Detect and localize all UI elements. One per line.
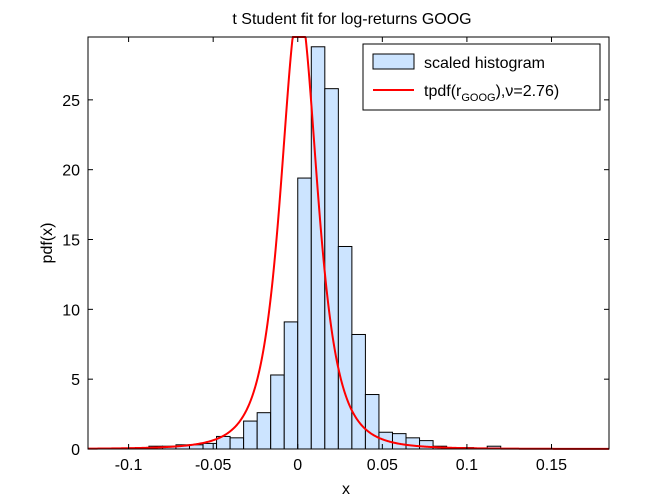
legend-histogram-label: scaled histogram — [424, 55, 545, 72]
y-tick-label: 20 — [62, 163, 80, 180]
histogram-bar — [324, 88, 339, 450]
x-tick-label: -0.1 — [115, 457, 143, 474]
x-tick-label: 0.15 — [536, 457, 567, 474]
histogram-bar — [391, 433, 407, 450]
y-axis-ticks: 0 5 10 15 20 25 — [62, 93, 609, 459]
histogram-bar — [202, 442, 218, 450]
histogram-bar — [351, 333, 366, 450]
x-tick-label: 0 — [293, 457, 302, 474]
legend-fit-label: tpdf(rGOOG),ν=2.76) — [424, 83, 559, 104]
legend-fit-label-suffix: ),ν=2.76) — [496, 83, 560, 100]
x-axis-ticks: -0.1 -0.05 0 0.05 0.1 0.15 — [115, 37, 567, 474]
histogram-bar — [270, 374, 285, 450]
legend[interactable]: scaled histogram tpdf(rGOOG),ν=2.76) — [362, 43, 601, 111]
legend-histogram-swatch — [372, 53, 415, 70]
y-axis-label: pdf(x) — [39, 223, 56, 264]
histogram-bar — [229, 437, 245, 450]
histogram-bar — [405, 437, 421, 450]
axes-frame-line — [87, 36, 610, 450]
x-tick-label: 0.1 — [456, 457, 478, 474]
histogram-bar — [283, 321, 299, 450]
histogram-bar — [364, 394, 380, 450]
chart-title: t Student fit for log-returns GOOG — [232, 11, 471, 28]
x-tick-label: -0.05 — [195, 457, 232, 474]
histogram-bar — [297, 177, 312, 450]
legend-fit-label-sub: GOOG — [461, 92, 495, 104]
y-tick-label: 15 — [62, 233, 80, 250]
histogram-bar — [243, 420, 258, 450]
x-tick-label: 0.05 — [367, 457, 398, 474]
y-tick-label: 5 — [71, 372, 80, 389]
axes-frame-overlay — [87, 36, 610, 450]
histogram-bar — [337, 245, 353, 450]
x-axis-label: x — [342, 481, 350, 498]
y-tick-label: 0 — [71, 442, 80, 459]
y-tick-label: 10 — [62, 302, 80, 319]
y-tick-label: 25 — [62, 93, 80, 110]
legend-fit-label-prefix: tpdf(r — [424, 83, 462, 100]
histogram-bar — [256, 412, 272, 450]
